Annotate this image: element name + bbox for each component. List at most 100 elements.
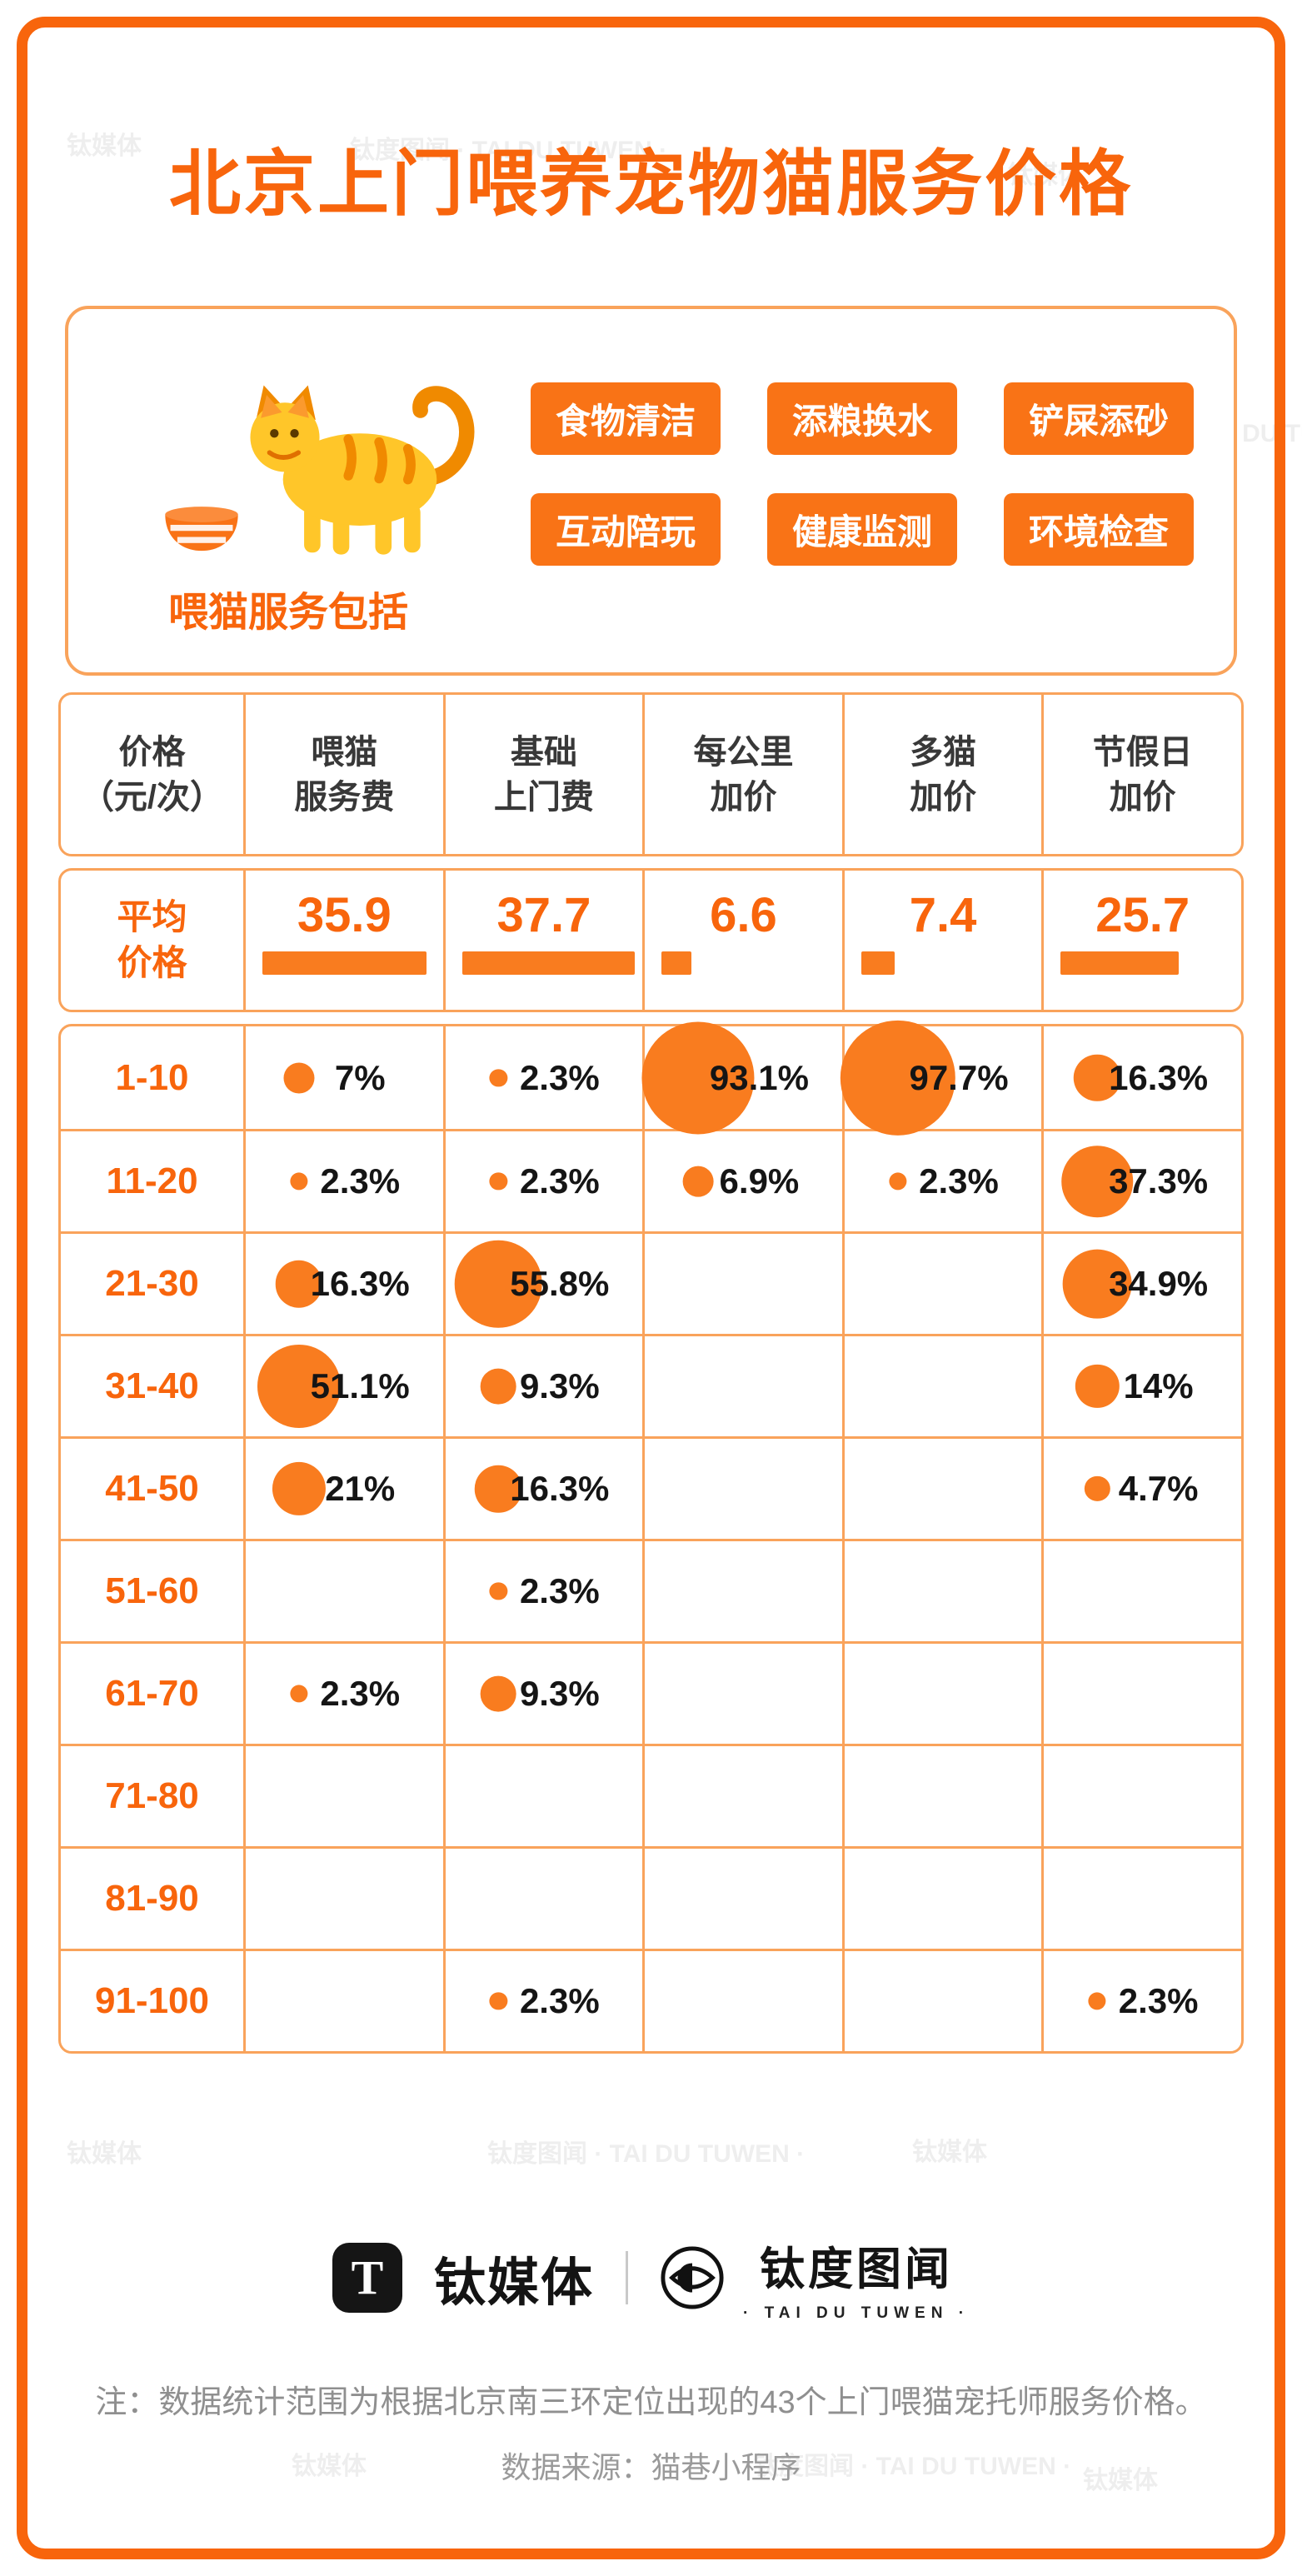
average-value: 35.9	[297, 888, 392, 942]
cat-illustration	[143, 355, 476, 588]
percentage-label: 93.1%	[709, 1057, 809, 1097]
table-row: 51-60 2.3%	[61, 1539, 1241, 1641]
bubble	[1074, 1054, 1121, 1101]
bubble	[489, 1582, 508, 1600]
bubble	[290, 1685, 308, 1703]
average-value: 7.4	[909, 888, 977, 942]
percentage-label: 51.1%	[310, 1366, 410, 1405]
distribution-cell	[841, 1234, 1042, 1334]
distribution-cell	[1041, 1644, 1241, 1744]
percentage-label: 4.7%	[1118, 1469, 1199, 1508]
pet-bowl-icon	[165, 507, 238, 552]
distribution-cell	[642, 1439, 842, 1539]
service-tag: 健康监测	[767, 493, 958, 566]
percentage-label: 2.3%	[919, 1161, 999, 1201]
price-band-label: 51-60	[105, 1570, 199, 1611]
taidu-tuwen-name: 钛度图闻	[760, 2244, 953, 2294]
page-title: 北京上门喂养宠物猫服务价格	[169, 144, 1133, 224]
percentage-label: 2.3%	[320, 1161, 401, 1201]
percentage-label: 16.3%	[1109, 1057, 1209, 1097]
table-row: 31-40 51.1% 9.3% 14%	[61, 1334, 1241, 1436]
header-cell: 多猫 加价	[841, 695, 1042, 854]
distribution-cell: 16.3%	[1041, 1026, 1241, 1129]
distribution-cell: 9.3%	[442, 1336, 643, 1436]
distribution-cell	[642, 1644, 842, 1744]
percentage-label: 16.3%	[510, 1469, 610, 1508]
distribution-cell: 2.3%	[841, 1131, 1042, 1231]
distribution-cell: 16.3%	[243, 1234, 443, 1334]
bubble	[1075, 1364, 1120, 1409]
price-distribution-grid: 1-10 7% 2.3% 93.1% 97.7% 16.3% 11-20 2.3% 2.3% 6.…	[58, 1020, 1244, 2054]
percentage-label: 2.3%	[519, 1981, 600, 2020]
price-band-label: 91-100	[94, 1980, 209, 2021]
eye-logo-icon	[661, 2245, 724, 2309]
distribution-cell: 6.9%	[642, 1131, 842, 1231]
service-box-label: 喂猫服务包括	[168, 591, 409, 635]
footer-brands: T 钛媒体 钛度图闻 · TAI DU TUWEN ·	[0, 2232, 1302, 2323]
bubble	[489, 1992, 508, 2010]
distribution-cell: 2.3%	[1041, 1951, 1241, 2051]
table-row: 81-90	[61, 1846, 1241, 1949]
bubble	[275, 1260, 323, 1308]
data-source: 数据来源：猫巷小程序	[501, 2450, 801, 2484]
distribution-cell	[243, 1541, 443, 1641]
brand-divider	[625, 2250, 628, 2304]
watermark: 钛度图闻 · TAI DU TUWEN ·	[487, 2140, 806, 2168]
percentage-label: 2.3%	[519, 1161, 600, 1201]
header-cell: 喂猫 服务费	[243, 695, 443, 854]
distribution-cell: 2.3%	[442, 1541, 643, 1641]
timedia-brand-name: 钛媒体	[433, 2254, 594, 2312]
price-band-label: 41-50	[105, 1468, 199, 1509]
distribution-cell	[642, 1951, 842, 2051]
bubble	[1061, 1146, 1134, 1217]
service-tag: 食物清洁	[531, 382, 721, 455]
distribution-cell	[841, 1439, 1042, 1539]
distribution-cell	[642, 1746, 842, 1846]
price-band-label: 11-20	[106, 1161, 198, 1201]
distribution-cell: 51.1%	[243, 1336, 443, 1436]
average-bar	[1060, 951, 1179, 975]
footnote: 注：数据统计范围为根据北京南三环定位出现的43个上门喂猫宠托师服务价格。	[95, 2385, 1207, 2420]
bubble	[257, 1344, 341, 1429]
distribution-cell	[1041, 1746, 1241, 1846]
distribution-cell: 2.3%	[243, 1644, 443, 1744]
table-row: 1-10 7% 2.3% 93.1% 97.7% 16.3%	[61, 1020, 1241, 1136]
percentage-label: 2.3%	[519, 1057, 600, 1097]
distribution-cell	[243, 1849, 443, 1949]
table-average-row: 平均 价格 35.9 37.7 6.6 7.4 25.7	[58, 868, 1244, 1012]
distribution-cell	[442, 1746, 643, 1846]
table-row: 61-70 2.3% 9.3%	[61, 1641, 1241, 1744]
percentage-label: 6.9%	[719, 1161, 800, 1201]
percentage-label: 21%	[325, 1469, 396, 1508]
percentage-label: 34.9%	[1109, 1264, 1209, 1303]
percentage-label: 16.3%	[310, 1264, 410, 1303]
bubble	[682, 1166, 714, 1197]
service-tags: 食物清洁 添粮换水 铲屎添砂 互动陪玩 健康监测 环境检查	[531, 382, 1247, 566]
distribution-cell	[642, 1234, 842, 1334]
average-bar	[661, 951, 692, 975]
distribution-cell	[1041, 1849, 1241, 1949]
percentage-label: 9.3%	[519, 1674, 600, 1713]
distribution-cell	[642, 1849, 842, 1949]
price-band-label: 1-10	[115, 1056, 189, 1098]
distribution-cell	[841, 1541, 1042, 1641]
distribution-cell: 4.7%	[1041, 1439, 1241, 1539]
distribution-cell	[841, 1336, 1042, 1436]
distribution-cell: 55.8%	[442, 1234, 643, 1334]
bubble	[475, 1465, 522, 1513]
distribution-cell: 7%	[243, 1026, 443, 1129]
distribution-cell	[243, 1746, 443, 1846]
watermark: 钛媒体	[912, 2139, 987, 2166]
distribution-cell	[1041, 1541, 1241, 1641]
distribution-cell	[841, 1849, 1042, 1949]
percentage-label: 2.3%	[1118, 1981, 1199, 2020]
percentage-label: 9.3%	[519, 1366, 600, 1405]
bubble	[1085, 1475, 1110, 1502]
distribution-cell: 93.1%	[641, 1021, 842, 1135]
bubble	[1062, 1249, 1132, 1319]
price-band-label: 21-30	[105, 1263, 199, 1304]
bubble	[481, 1368, 516, 1405]
price-band-label: 31-40	[105, 1365, 199, 1406]
average-row-label: 平均 价格	[117, 896, 187, 982]
table-header-row: 价格 （元/次） 喂猫 服务费 基础 上门费 每公里 加价 多猫 加价 节假日 加价	[58, 692, 1244, 856]
